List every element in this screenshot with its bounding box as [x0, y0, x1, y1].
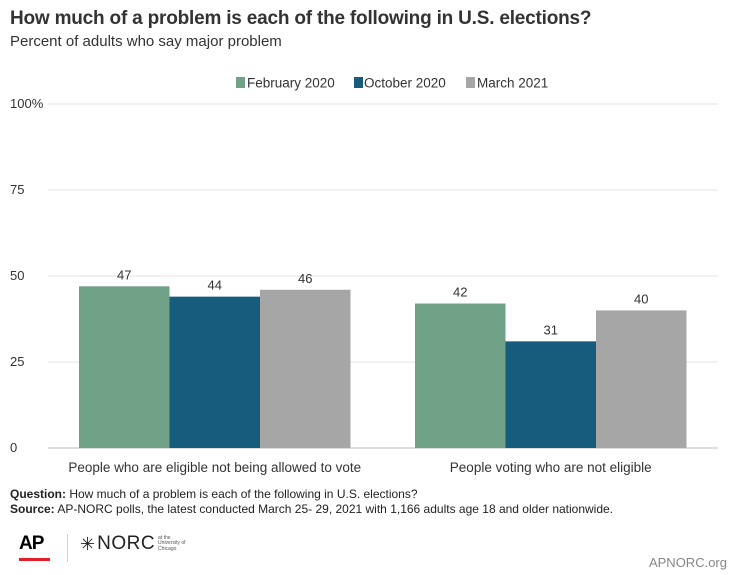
ap-logo-text: AP	[19, 533, 44, 554]
chart-title: How much of a problem is each of the fol…	[10, 8, 592, 29]
bar	[596, 310, 687, 448]
legend-swatch	[466, 77, 475, 88]
chart-footnote: Question: How much of a problem is each …	[10, 487, 613, 517]
legend-label: February 2020	[247, 76, 335, 91]
data-label: 47	[117, 267, 131, 282]
data-labels: 47 44 46 42 31 40	[117, 267, 648, 337]
legend-label: October 2020	[364, 76, 446, 91]
bar-chart: February 2020 October 2020 March 2021 0 25 5…	[10, 76, 718, 475]
y-axis: 0 25 50 75 100%	[10, 96, 44, 455]
legend-swatch	[236, 77, 245, 88]
bar	[415, 303, 506, 448]
data-label: 40	[634, 291, 648, 306]
bar	[79, 286, 170, 448]
question-text: How much of a problem is each of the fol…	[69, 487, 418, 501]
legend-swatch	[354, 77, 363, 88]
chart-legend: February 2020 October 2020 March 2021	[236, 76, 548, 91]
x-category-label: People voting who are not eligible	[450, 460, 652, 475]
chart-subtitle: Percent of adults who say major problem	[10, 33, 282, 50]
legend-label: March 2021	[477, 76, 548, 91]
y-tick-label: 25	[10, 354, 24, 369]
chart-bars	[79, 286, 687, 448]
source-label: Source:	[10, 502, 55, 516]
ap-logo: AP	[19, 534, 50, 562]
x-category-label: People who are eligible not being allowe…	[68, 460, 361, 475]
data-label: 31	[544, 322, 558, 337]
data-label: 42	[453, 285, 467, 300]
x-axis: People who are eligible not being allowe…	[68, 460, 651, 475]
norc-logo-subtext: at the University of Chicago	[158, 534, 186, 552]
question-label: Question:	[10, 487, 66, 501]
y-tick-label: 50	[10, 268, 24, 283]
bar	[169, 296, 260, 448]
y-tick-label: 75	[10, 182, 24, 197]
data-label: 44	[208, 278, 222, 293]
norc-logo-text: NORC	[97, 533, 156, 554]
bar	[260, 289, 351, 448]
data-label: 46	[298, 271, 312, 286]
y-tick-label: 0	[10, 440, 17, 455]
norc-logo: ✳ NORC at the University of Chicago	[80, 533, 186, 555]
norc-star-icon: ✳	[80, 534, 96, 554]
source-text: AP-NORC polls, the latest conducted Marc…	[57, 502, 614, 516]
y-tick-label: 100%	[10, 96, 44, 111]
ap-logo-bar	[19, 558, 50, 561]
logo-divider	[67, 534, 68, 562]
bar	[505, 341, 596, 448]
website-link[interactable]: APNORC.org	[648, 555, 727, 570]
